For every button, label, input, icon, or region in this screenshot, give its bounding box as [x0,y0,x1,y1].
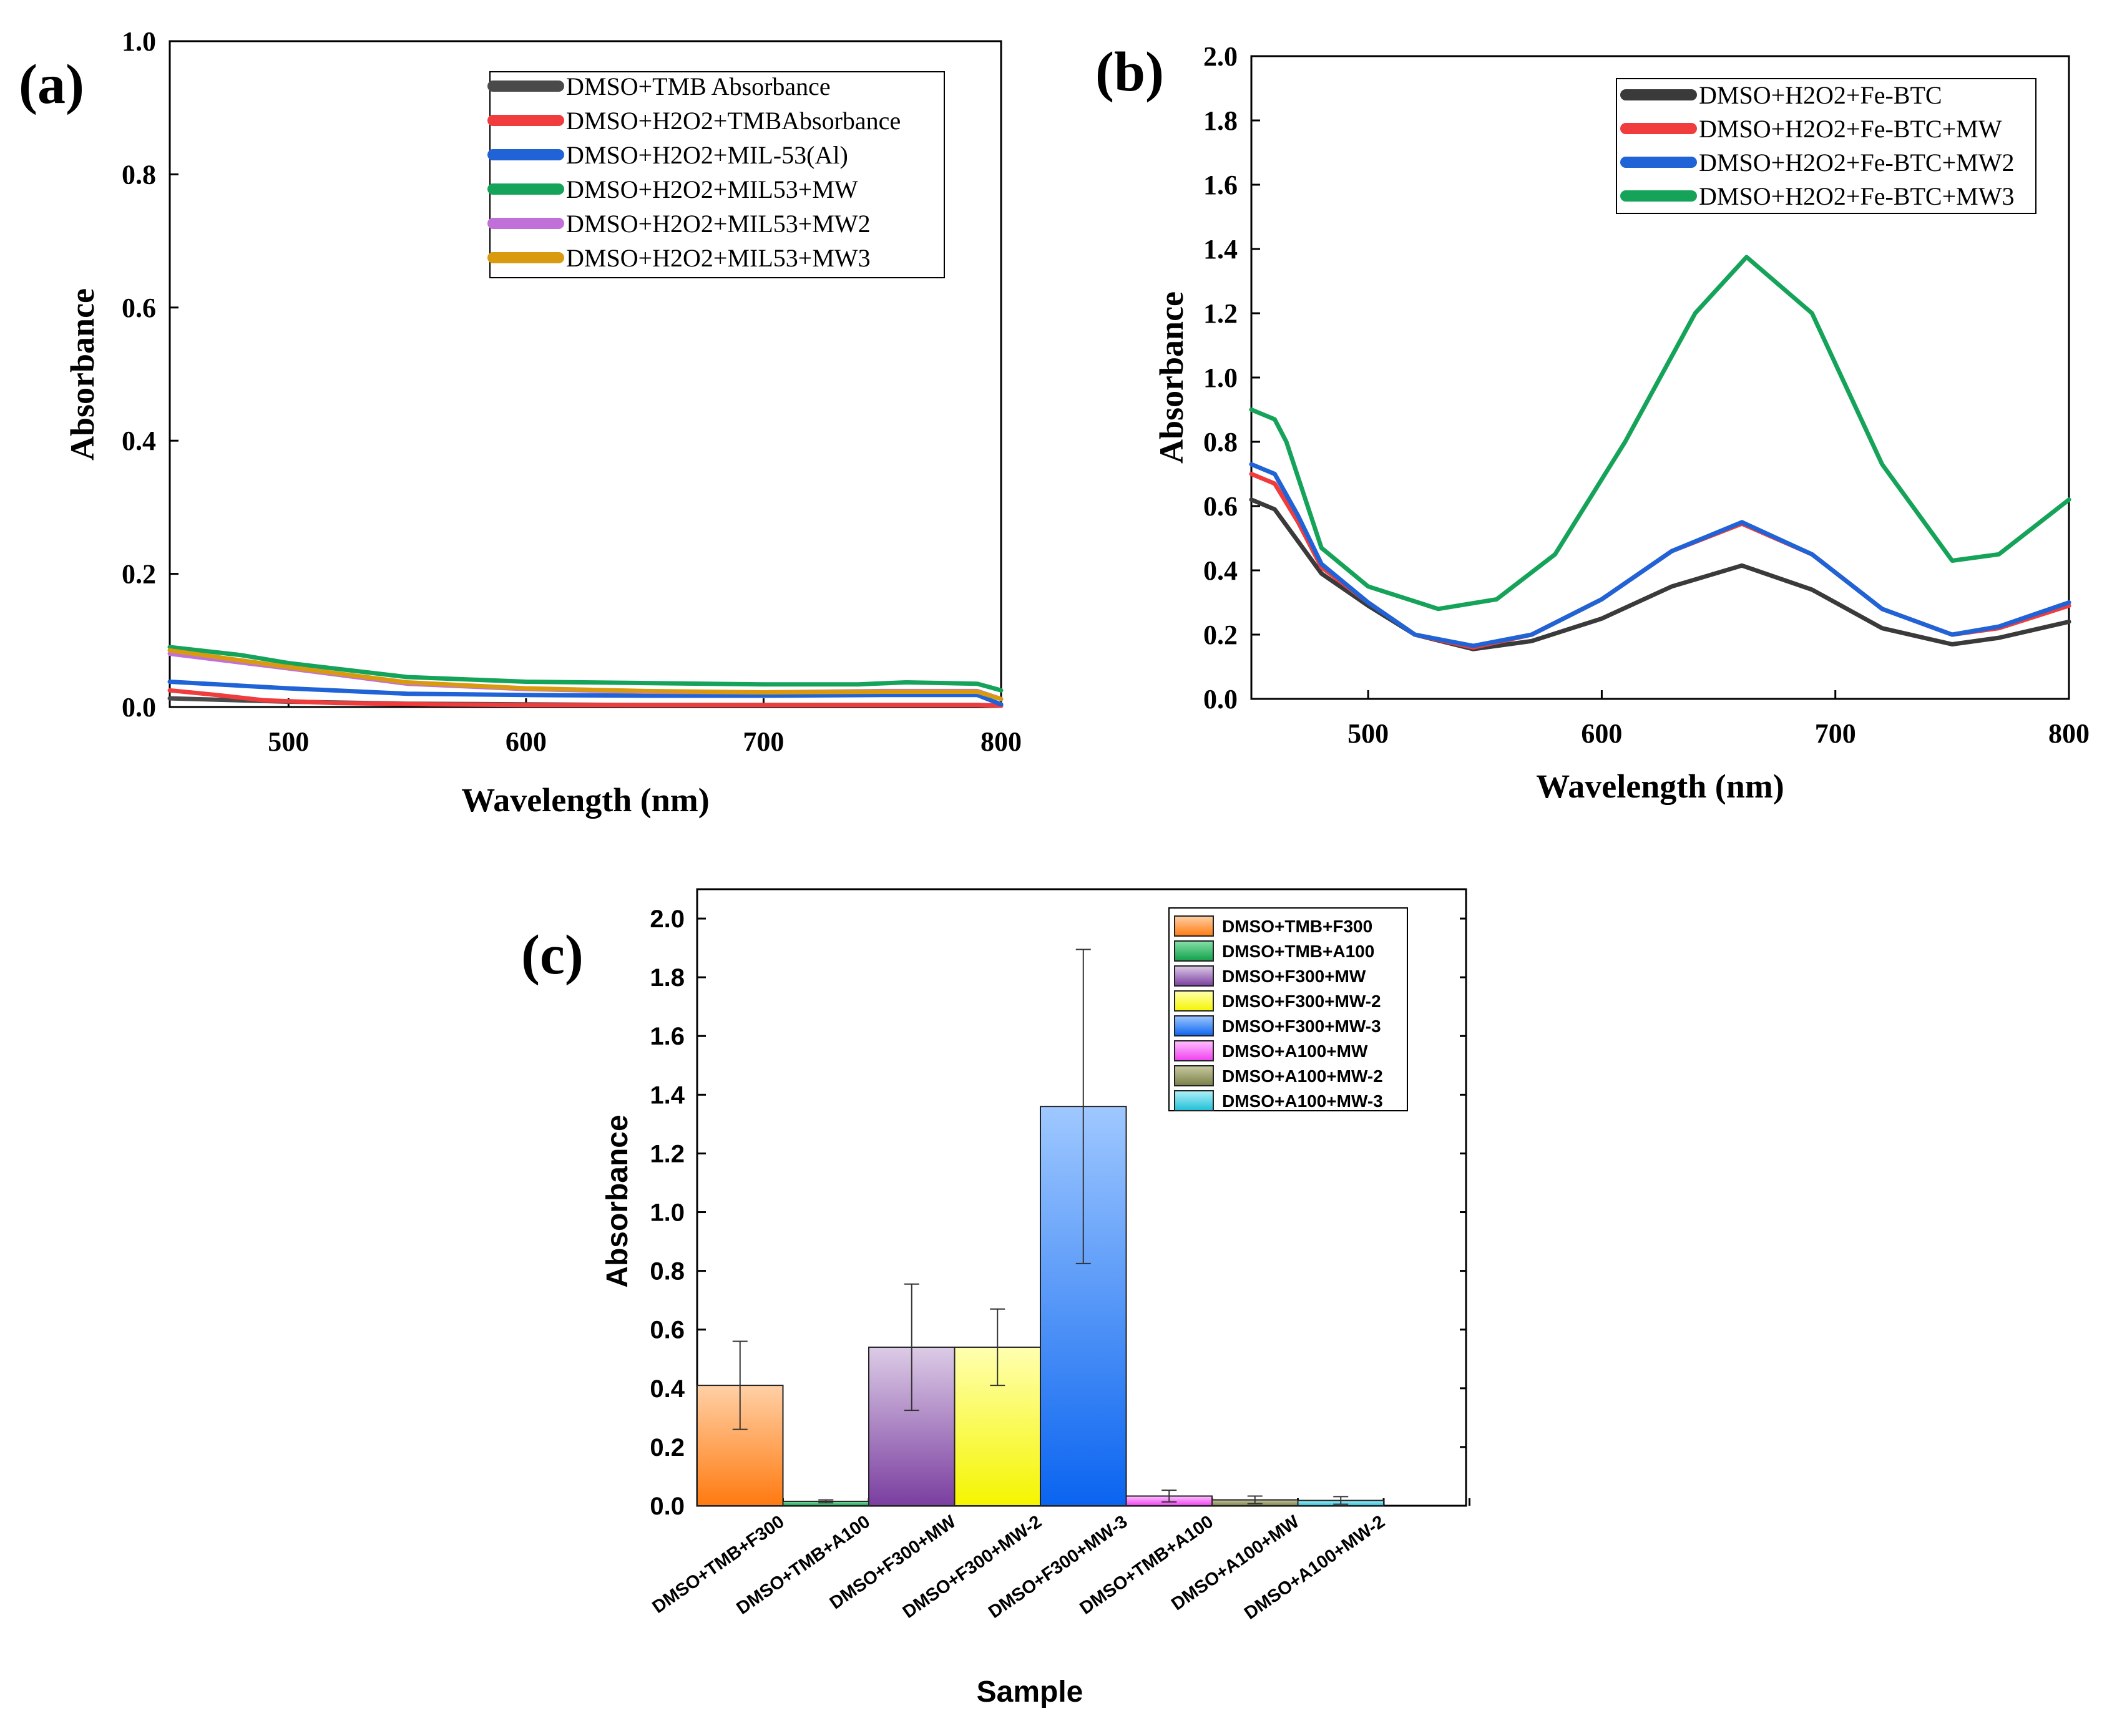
panel-a-label: (a) [19,54,84,115]
a-xtick-label: 500 [268,726,309,757]
b-legend-label-0: DMSO+H2O2+Fe-BTC [1699,81,1942,109]
panel-b-legend-box [1616,78,2036,214]
b-ytick-label: 1.8 [1203,105,1238,136]
a-legend-label-2: DMSO+H2O2+MIL-53(Al) [566,141,848,169]
panel-b-label: (b) [1095,41,1164,103]
c-legend-label-5: DMSO+A100+MW [1222,1041,1368,1061]
panel-a-xlabel: Wavelength (nm) [461,781,710,819]
panel-b-legend: DMSO+H2O2+Fe-BTC DMSO+H2O2+Fe-BTC+MW DMSO+… [1616,78,2036,214]
c-legend-label-0: DMSO+TMB+F300 [1222,917,1372,936]
a-xtick-label: 600 [506,726,547,757]
panel-b-ylabel: Absorbance [1153,291,1190,464]
panel-c-ticks: 0.0 0.2 0.4 0.6 0.8 1.0 1.2 1.4 1.6 1.8 2.0 [650,905,1470,1520]
c-legend-label-1: DMSO+TMB+A100 [1222,942,1374,961]
c-ytick-label: 1.8 [650,964,685,992]
b-series-line-2 [1249,462,2071,648]
panel-a-series [167,645,1004,708]
a-ytick-label: 0.2 [122,559,156,590]
b-legend-label-1: DMSO+H2O2+Fe-BTC+MW [1699,115,2002,143]
a-legend-label-1: DMSO+H2O2+TMBAbsorbance [566,107,901,135]
c-legend-label-6: DMSO+A100+MW-2 [1222,1066,1383,1086]
c-legend-label-3: DMSO+F300+MW-2 [1222,992,1381,1011]
b-ytick-label: 0.6 [1203,491,1238,522]
c-ytick-label: 2.0 [650,905,685,933]
b-ytick-label: 1.2 [1203,298,1238,329]
a-xtick-label: 700 [743,726,784,757]
b-series-line-0 [1249,497,2071,651]
c-category-label-4: DMSO+F300+MW-3 [985,1512,1131,1622]
a-series-line-3 [167,645,1004,693]
a-xtick-label: 800 [980,726,1022,757]
a-legend-label-5: DMSO+H2O2+MIL53+MW3 [566,244,871,272]
c-ytick-label: 0.8 [650,1258,685,1285]
c-legend-swatch-5 [1174,1040,1214,1061]
b-ytick-label: 1.4 [1203,234,1238,265]
b-series-line-3 [1249,255,2071,612]
c-legend-swatch-2 [1174,965,1214,987]
panel-c-label: (c) [521,924,584,986]
panel-a-legend-box [489,71,945,278]
b-ytick-label: 0.0 [1203,684,1238,714]
a-legend-label-0: DMSO+TMB Absorbance [566,72,831,100]
a-ytick-label: 0.0 [122,692,156,723]
c-category-label-7: DMSO+A100+MW-2 [1241,1512,1389,1624]
c-ytick-label: 0.6 [650,1317,685,1344]
panel-c-ylabel: Absorbance [601,1114,634,1287]
c-legend-label-4: DMSO+F300+MW-3 [1222,1017,1381,1036]
panel-a: (a) 500 600 700 800 0.0 0.2 0.4 0.6 0.8 1.0 Wavel… [19,26,1022,819]
b-ytick-label: 0.8 [1203,427,1238,457]
panel-c-category-labels: DMSO+TMB+F300DMSO+TMB+A100DMSO+F300+MWDM… [649,1511,1389,1624]
c-legend-swatch-7 [1174,1090,1214,1111]
c-ytick-label: 0.4 [650,1375,685,1403]
panel-b-xlabel: Wavelength (nm) [1536,768,1784,805]
c-legend-label-7: DMSO+A100+MW-3 [1222,1091,1383,1111]
b-xtick-label: 700 [1815,718,1856,749]
c-ytick-label: 0.0 [650,1493,685,1520]
b-ytick-label: 0.4 [1203,555,1238,586]
c-legend-swatch-1 [1174,940,1214,962]
b-legend-label-2: DMSO+H2O2+Fe-BTC+MW2 [1699,149,2014,177]
c-ytick-label: 1.0 [650,1199,685,1227]
c-legend-swatch-4 [1174,1015,1214,1036]
b-xtick-label: 600 [1581,718,1622,749]
a-ytick-label: 0.8 [122,159,156,190]
panel-c-bars [697,948,1384,1507]
a-series-line-2 [167,680,1004,707]
panel-c-legend: DMSO+TMB+F300 DMSO+TMB+A100 DMSO+F300+MW DM… [1168,907,1408,1111]
panel-b-series [1249,255,2071,651]
c-ytick-label: 1.2 [650,1140,685,1168]
a-ytick-label: 0.6 [122,293,156,323]
a-ytick-label: 1.0 [122,26,156,57]
b-xtick-label: 500 [1347,718,1389,749]
a-ytick-label: 0.4 [122,426,156,456]
panel-a-ylabel: Absorbance [64,288,101,461]
c-legend-swatch-6 [1174,1065,1214,1086]
panel-c: (c) 0.0 0.2 0.4 0.6 0.8 1.0 1.2 1.4 1.6 1.8 2.0 DM… [521,888,1470,1709]
b-xtick-label: 800 [2048,718,2090,749]
c-legend-label-2: DMSO+F300+MW [1222,967,1366,986]
panel-b-ticks: 500 600 700 800 0.0 0.2 0.4 0.6 0.8 1.0 1.2 1.4 1.6 1… [1203,41,2090,749]
b-legend-label-3: DMSO+H2O2+Fe-BTC+MW3 [1699,182,2014,210]
b-ytick-label: 1.6 [1203,170,1238,200]
c-ytick-label: 1.4 [650,1081,685,1109]
panel-a-ticks: 500 600 700 800 0.0 0.2 0.4 0.6 0.8 1.0 [122,26,1022,757]
panel-a-legend: DMSO+TMB Absorbance DMSO+H2O2+TMBAbsorban… [487,71,945,278]
c-ytick-label: 0.2 [650,1434,685,1461]
c-legend-swatch-0 [1174,915,1214,937]
a-series-line-5 [167,648,1004,701]
panel-c-xlabel: Sample [977,1675,1083,1709]
panel-b: (b) 500 600 700 800 0.0 0.2 0.4 0.6 0.8 1.0 1.2 1.4… [1095,41,2090,805]
b-ytick-label: 2.0 [1203,41,1238,72]
c-legend-swatch-3 [1174,990,1214,1012]
a-series-line-1 [167,688,1004,708]
b-ytick-label: 0.2 [1203,620,1238,650]
a-legend-label-4: DMSO+H2O2+MIL53+MW2 [566,210,871,238]
b-ytick-label: 1.0 [1203,363,1238,393]
c-category-label-3: DMSO+F300+MW-2 [899,1512,1045,1622]
c-ytick-label: 1.6 [650,1023,685,1050]
a-legend-label-3: DMSO+H2O2+MIL53+MW [566,175,858,203]
